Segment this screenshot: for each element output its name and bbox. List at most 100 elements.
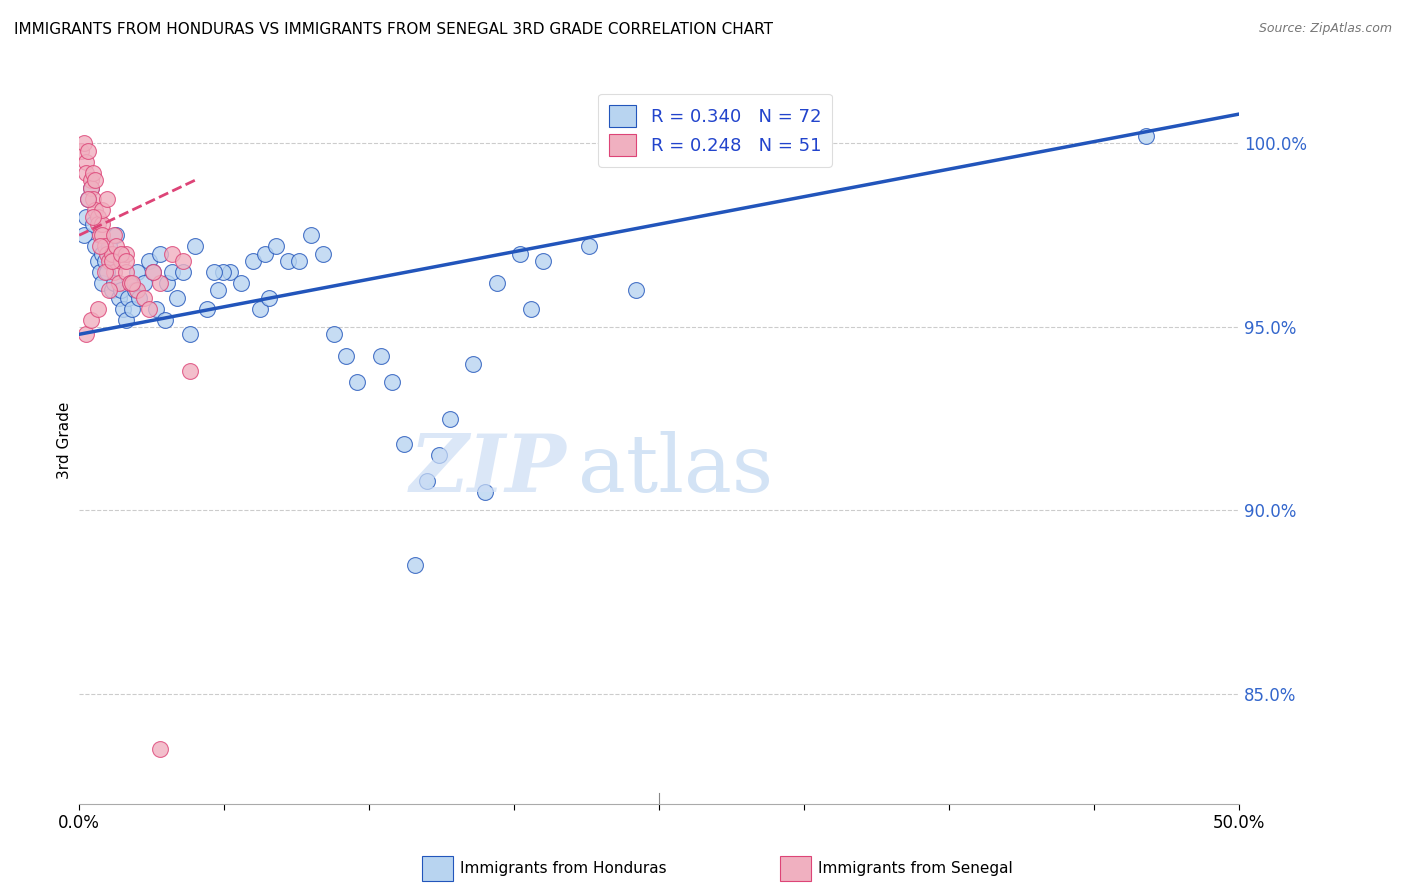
Point: [98, 283, 121, 297]
Point: [132, 276, 155, 290]
Point: [75, 154, 97, 169]
Point: [149, 276, 172, 290]
Point: [86, 217, 108, 231]
Point: [89, 239, 111, 253]
Point: [100, 246, 122, 260]
Point: [107, 276, 129, 290]
Point: [392, 437, 415, 451]
Point: [84, 202, 107, 217]
Point: [91, 276, 114, 290]
Point: [84, 173, 107, 187]
Point: [1135, 129, 1157, 144]
Point: [416, 474, 439, 488]
Point: [179, 364, 201, 378]
Point: [323, 327, 346, 342]
Point: [75, 327, 97, 342]
Point: [509, 246, 531, 260]
Point: [82, 192, 104, 206]
Point: [82, 166, 104, 180]
Point: [149, 246, 172, 260]
Point: [242, 254, 264, 268]
Point: [107, 291, 129, 305]
Point: [335, 349, 357, 363]
Point: [80, 180, 103, 194]
Point: [311, 246, 333, 260]
Point: [84, 239, 107, 253]
Point: [100, 254, 122, 268]
Point: [93, 254, 115, 268]
Point: [207, 283, 229, 297]
Point: [112, 301, 135, 316]
Point: [82, 217, 104, 231]
Point: [96, 265, 118, 279]
Point: [173, 254, 195, 268]
Point: [114, 312, 136, 326]
Point: [110, 283, 132, 297]
Text: Source: ZipAtlas.com: Source: ZipAtlas.com: [1258, 22, 1392, 36]
Point: [117, 291, 139, 305]
Point: [132, 291, 155, 305]
Text: Immigrants from Senegal: Immigrants from Senegal: [818, 862, 1014, 876]
Point: [96, 246, 118, 260]
Point: [89, 265, 111, 279]
Point: [86, 301, 108, 316]
Text: IMMIGRANTS FROM HONDURAS VS IMMIGRANTS FROM SENEGAL 3RD GRADE CORRELATION CHART: IMMIGRANTS FROM HONDURAS VS IMMIGRANTS F…: [14, 22, 773, 37]
Point: [138, 301, 160, 316]
Point: [166, 291, 188, 305]
Point: [142, 265, 165, 279]
Point: [231, 276, 253, 290]
Point: [80, 312, 103, 326]
Point: [89, 228, 111, 243]
Point: [93, 265, 115, 279]
Point: [531, 254, 554, 268]
Point: [91, 217, 114, 231]
Point: [253, 246, 276, 260]
Point: [249, 301, 271, 316]
Point: [299, 228, 322, 243]
Point: [82, 210, 104, 224]
Point: [73, 228, 96, 243]
Point: [73, 136, 96, 151]
Point: [138, 254, 160, 268]
Point: [114, 246, 136, 260]
Point: [75, 210, 97, 224]
Point: [110, 246, 132, 260]
Point: [277, 254, 299, 268]
Point: [127, 265, 149, 279]
Point: [91, 228, 114, 243]
Point: [160, 246, 183, 260]
Point: [463, 357, 485, 371]
Point: [145, 301, 167, 316]
Point: [520, 301, 543, 316]
Point: [91, 246, 114, 260]
Point: [103, 228, 125, 243]
Point: [70, 144, 93, 158]
Point: [153, 312, 176, 326]
Point: [100, 283, 122, 297]
Point: [120, 276, 142, 290]
Point: [381, 375, 404, 389]
Point: [202, 265, 225, 279]
Point: [149, 742, 172, 756]
Point: [427, 449, 450, 463]
Point: [124, 283, 146, 297]
Point: [156, 276, 179, 290]
Point: [75, 166, 97, 180]
Point: [114, 265, 136, 279]
Point: [103, 276, 125, 290]
Point: [439, 411, 461, 425]
Point: [77, 192, 100, 206]
Point: [160, 265, 183, 279]
Point: [346, 375, 368, 389]
Point: [474, 485, 496, 500]
Text: ZIP: ZIP: [409, 431, 567, 508]
Point: [96, 192, 118, 206]
Point: [80, 180, 103, 194]
Point: [86, 254, 108, 268]
Text: atlas: atlas: [578, 431, 773, 508]
Legend: R = 0.340   N = 72, R = 0.248   N = 51: R = 0.340 N = 72, R = 0.248 N = 51: [599, 94, 832, 167]
Point: [259, 291, 281, 305]
Point: [77, 192, 100, 206]
Point: [121, 276, 143, 290]
Point: [370, 349, 392, 363]
